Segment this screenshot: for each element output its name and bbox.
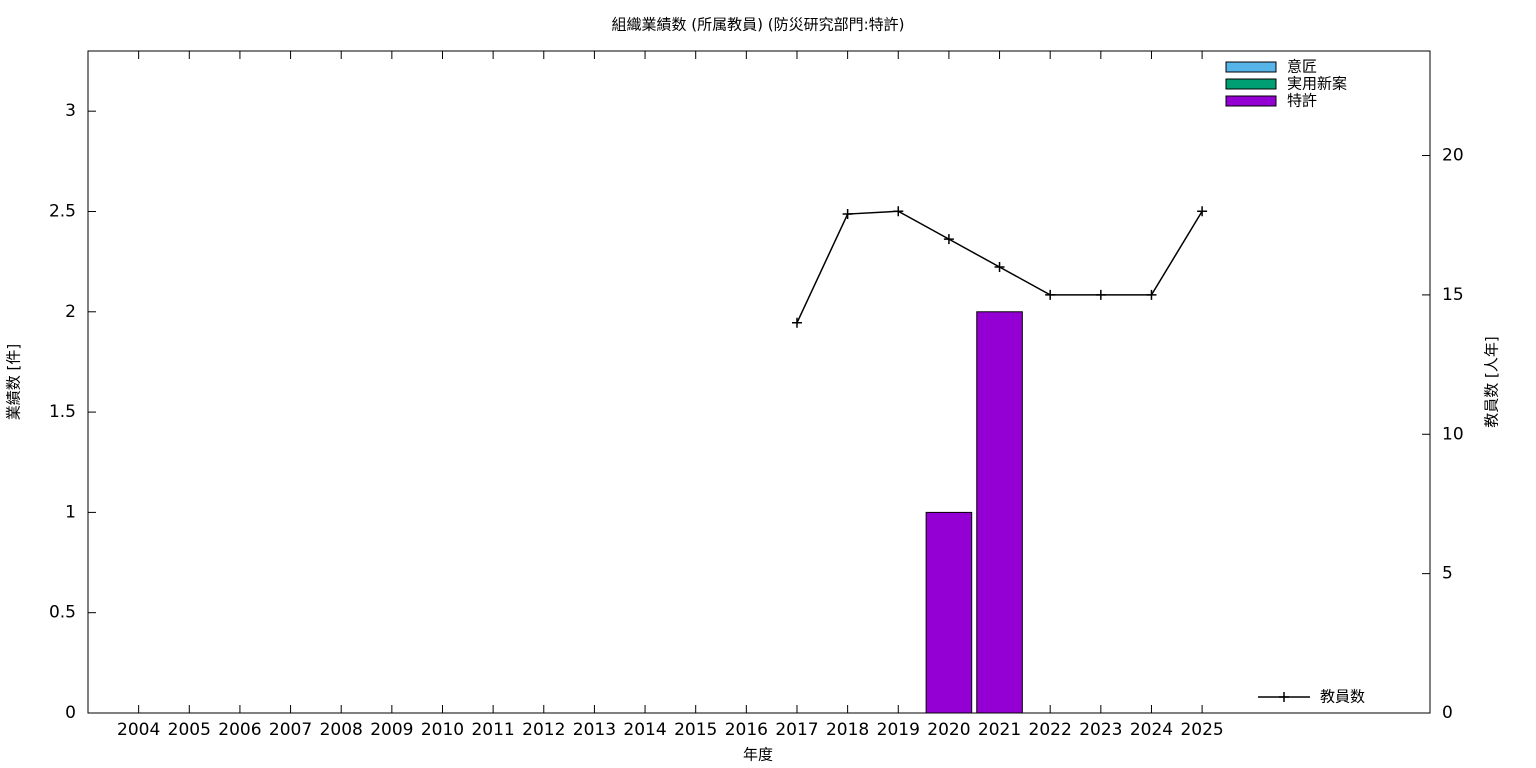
chart-title: 組織業績数 (所属教員) (防災研究部門:特許) [612, 16, 905, 34]
point-marker [943, 234, 954, 245]
legend-label: 教員数 [1320, 688, 1365, 706]
bar [925, 511, 973, 714]
legend-swatch [1225, 61, 1277, 73]
x-tick-label: 2022 [1029, 720, 1072, 740]
legend-label: 特許 [1287, 92, 1317, 110]
x-tick-label: 2016 [725, 720, 768, 740]
x-tick-label: 2004 [117, 720, 160, 740]
x-tick-label: 2007 [269, 720, 312, 740]
legend-label: 実用新案 [1287, 75, 1347, 93]
y-tick-label: 1 [65, 502, 76, 522]
y-tick-label: 0 [65, 703, 76, 723]
x-tick-label: 2025 [1180, 720, 1223, 740]
y-tick-label: 1.5 [49, 402, 76, 422]
point-marker [1095, 289, 1106, 300]
y2-tick-label: 15 [1442, 285, 1464, 305]
point-marker [842, 209, 853, 220]
x-axis-label: 年度 [743, 746, 773, 764]
y2-tick-label: 20 [1442, 146, 1464, 166]
point-marker [791, 317, 802, 328]
y2-axis-label: 教員数 [人年] [1483, 336, 1501, 427]
legend-swatch [1225, 78, 1277, 90]
y-tick-label: 0.5 [49, 603, 76, 623]
x-tick-label: 2021 [978, 720, 1021, 740]
point-marker [893, 206, 904, 217]
x-tick-label: 2023 [1079, 720, 1122, 740]
point-marker [994, 262, 1005, 273]
x-tick-label: 2024 [1130, 720, 1173, 740]
x-tick-label: 2020 [927, 720, 970, 740]
legend-swatch [1225, 95, 1277, 107]
x-tick-label: 2019 [877, 720, 920, 740]
y2-tick-label: 5 [1442, 564, 1453, 584]
x-tick-label: 2005 [168, 720, 211, 740]
y2-tick-label: 0 [1442, 703, 1453, 723]
point-marker [1146, 289, 1157, 300]
x-tick-label: 2006 [218, 720, 261, 740]
x-tick-label: 2008 [320, 720, 363, 740]
x-tick-label: 2011 [471, 720, 514, 740]
x-tick-label: 2013 [573, 720, 616, 740]
x-tick-label: 2010 [421, 720, 464, 740]
y-tick-label: 3 [65, 101, 76, 121]
x-tick-label: 2015 [674, 720, 717, 740]
bar [976, 311, 1023, 714]
plot-frame [87, 50, 1431, 714]
y-tick-label: 2.5 [49, 201, 76, 221]
point-marker [1197, 206, 1208, 217]
y-tick-label: 2 [65, 302, 76, 322]
x-tick-label: 2009 [370, 720, 413, 740]
point-marker [1045, 289, 1056, 300]
x-tick-label: 2012 [522, 720, 565, 740]
legend-label: 意匠 [1287, 58, 1317, 76]
x-tick-label: 2017 [775, 720, 818, 740]
y2-tick-label: 10 [1442, 424, 1464, 444]
x-tick-label: 2014 [623, 720, 666, 740]
legend-marker [1279, 692, 1289, 702]
y-axis-label: 業績数 [件] [5, 344, 23, 420]
x-tick-label: 2018 [826, 720, 869, 740]
